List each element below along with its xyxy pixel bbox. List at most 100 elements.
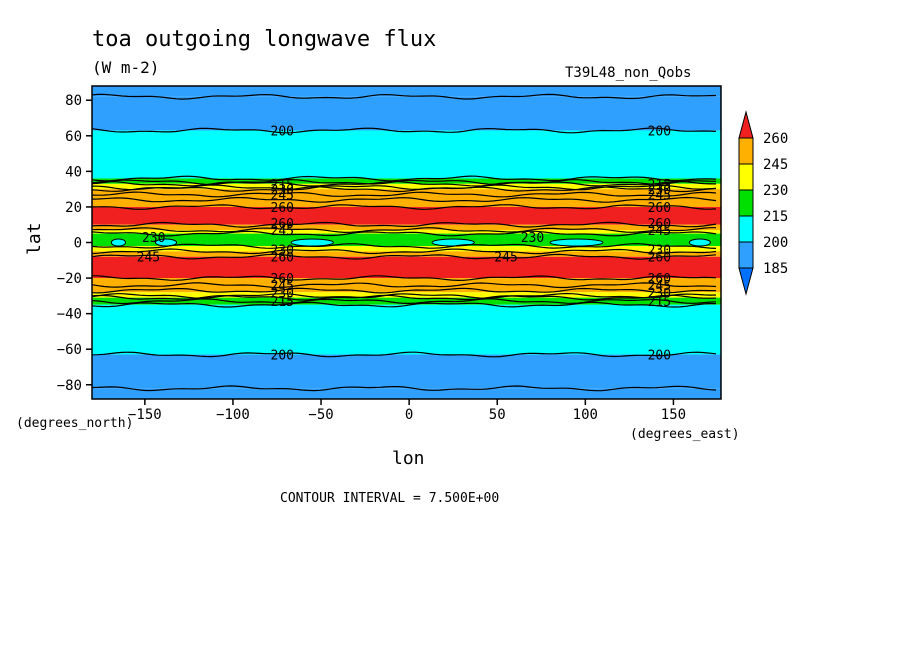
contour-band-15 — [92, 297, 721, 305]
contour-label-26: 230 — [271, 286, 294, 301]
colorbar-top-arrow — [738, 110, 754, 139]
svg-text:260: 260 — [271, 251, 294, 266]
svg-text:245: 245 — [648, 279, 671, 294]
x-units-label: (degrees_east) — [630, 427, 740, 442]
cyan-patch-4 — [549, 238, 604, 247]
contour-band-17 — [92, 354, 721, 389]
y-tick-label-4: 0 — [74, 236, 82, 252]
contour-line-2 — [91, 175, 717, 182]
contour-label-0: 200 — [271, 124, 294, 139]
contour-line-22 — [91, 301, 716, 308]
x-tick-label-2: −50 — [308, 407, 333, 423]
contour-label-25: 245 — [271, 279, 294, 294]
contour-label-8: 260 — [271, 217, 294, 232]
svg-text:260: 260 — [648, 272, 671, 287]
contour-line-4 — [91, 180, 716, 187]
contour-label-20: 230 — [271, 244, 294, 259]
contour-band-18 — [92, 388, 721, 399]
contour-label-7: 260 — [271, 201, 294, 216]
svg-text:260: 260 — [271, 201, 294, 216]
colorbar-label-1: 245 — [763, 157, 788, 173]
contour-band-2 — [92, 130, 721, 179]
contour-line-18 — [91, 287, 716, 294]
contour-label-16: 230 — [142, 231, 165, 246]
svg-text:260: 260 — [648, 251, 671, 266]
y-axis-label: lat — [24, 222, 45, 255]
contour-label-29: 245 — [648, 279, 671, 294]
colorbar-swatch-3 — [738, 189, 754, 217]
contour-label-21: 260 — [271, 251, 294, 266]
chart-title: toa outgoing longwave flux — [92, 27, 436, 52]
colorbar-swatch-4 — [738, 163, 754, 191]
x-axis-label: lon — [392, 448, 425, 469]
svg-text:245: 245 — [271, 188, 294, 203]
svg-text:230: 230 — [648, 244, 671, 259]
contour-line-9 — [91, 204, 717, 210]
svg-text:260: 260 — [271, 217, 294, 232]
svg-text:245: 245 — [271, 224, 294, 239]
contour-line-13 — [91, 243, 717, 249]
contour-label-18: 230 — [521, 231, 544, 246]
contour-line-1 — [91, 127, 717, 134]
contour-line-10 — [91, 221, 717, 228]
contour-line-21 — [91, 298, 717, 305]
contour-band-14 — [92, 292, 721, 298]
chart-units: (W m-2) — [92, 58, 159, 77]
contour-line-12 — [91, 230, 717, 237]
colorbar-bottom-arrow — [738, 267, 754, 296]
y-tick-label-1: 60 — [65, 129, 82, 145]
y-tick-label-3: 20 — [65, 200, 82, 216]
svg-text:260: 260 — [648, 217, 671, 232]
contour-label-15: 245 — [648, 224, 671, 239]
y-tick-label-6: −40 — [57, 307, 82, 323]
contour-band-10 — [92, 246, 721, 252]
contour-label-14: 260 — [648, 217, 671, 232]
x-tick-label-5: 100 — [573, 407, 598, 423]
x-tick-label-1: −100 — [216, 407, 250, 423]
x-axis-ticks: −150 −100 −50 0 50 100 150 — [128, 399, 686, 423]
run-label: T39L48_non_Qobs — [565, 65, 691, 81]
contour-label-17: 245 — [137, 251, 160, 266]
y-tick-label-8: −80 — [57, 378, 82, 394]
contour-label-30: 230 — [648, 286, 671, 301]
contour-line-0 — [91, 93, 717, 100]
contour-line-8 — [91, 196, 717, 203]
contour-line-24 — [91, 385, 717, 392]
svg-text:200: 200 — [271, 124, 294, 139]
svg-text:245: 245 — [137, 251, 160, 266]
svg-text:245: 245 — [648, 188, 671, 203]
contour-band-0 — [92, 86, 721, 97]
colorbar-swatch-5 — [738, 137, 754, 165]
contour-band-4 — [92, 183, 721, 190]
svg-text:215: 215 — [648, 178, 671, 193]
colorbar-label-3: 215 — [763, 209, 788, 225]
svg-text:260: 260 — [271, 272, 294, 287]
colorbar-label-0: 260 — [763, 131, 788, 147]
svg-text:230: 230 — [271, 286, 294, 301]
contour-label-19: 245 — [494, 251, 517, 266]
contour-band-6 — [92, 206, 721, 225]
y-tick-label-0: 80 — [65, 93, 82, 109]
x-tick-label-3: 0 — [405, 407, 413, 423]
svg-text:215: 215 — [271, 295, 294, 310]
contour-label-28: 260 — [648, 272, 671, 287]
contour-band-13 — [92, 278, 721, 293]
contour-band-16 — [92, 304, 721, 355]
x-tick-label-4: 50 — [489, 407, 506, 423]
contour-line-15 — [91, 253, 717, 260]
contour-line-6 — [91, 186, 717, 193]
contour-band-1 — [92, 96, 721, 131]
colorbar-swatch-1 — [738, 241, 754, 269]
contour-label-4: 215 — [271, 178, 294, 193]
contour-label-1: 200 — [648, 124, 671, 139]
colorbar-label-5: 185 — [763, 261, 788, 277]
y-tick-label-5: −20 — [57, 271, 82, 287]
contour-label-12: 245 — [648, 188, 671, 203]
x-tick-label-0: −150 — [128, 407, 162, 423]
contour-label-6: 245 — [271, 188, 294, 203]
svg-text:230: 230 — [521, 231, 544, 246]
contour-label-3: 200 — [648, 349, 671, 364]
contour-label-9: 245 — [271, 224, 294, 239]
svg-text:215: 215 — [648, 295, 671, 310]
